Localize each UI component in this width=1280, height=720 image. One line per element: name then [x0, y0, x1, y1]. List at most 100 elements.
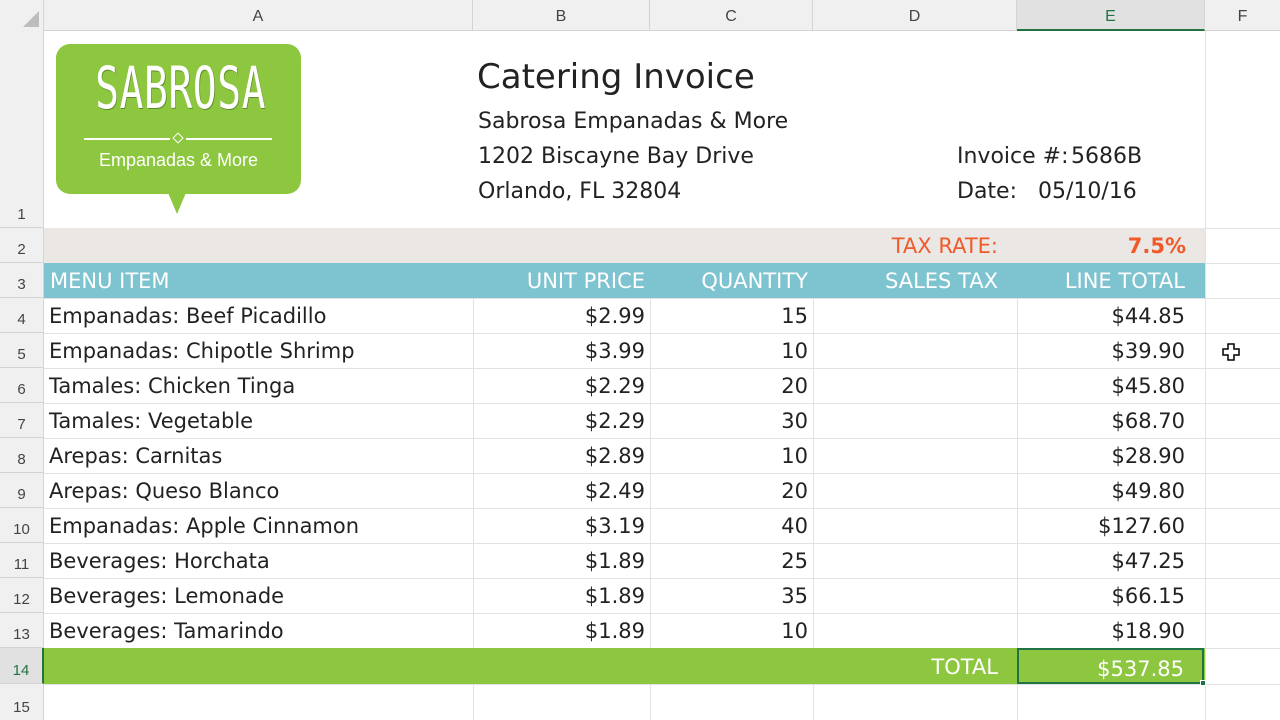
tax-rate-value[interactable]: 7.5% [1127, 234, 1186, 258]
invoice-date-label[interactable]: Date: [957, 179, 1017, 204]
cell-line-total[interactable]: $28.90 [1111, 444, 1185, 468]
cell-line-total[interactable]: $39.90 [1111, 339, 1185, 363]
cell-sales-tax[interactable] [813, 403, 998, 438]
cell-menu-item[interactable]: Empanadas: Apple Cinnamon [49, 514, 360, 538]
cell-menu-item[interactable]: Arepas: Carnitas [49, 444, 223, 468]
cell-line-total[interactable]: $66.15 [1111, 584, 1185, 608]
cell-menu-item[interactable]: Empanadas: Chipotle Shrimp [49, 339, 355, 363]
cell-sales-tax[interactable] [813, 333, 998, 368]
cell-unit-price[interactable]: $1.89 [584, 584, 645, 608]
invoice-date[interactable]: 05/10/16 [1038, 179, 1137, 204]
cell-menu-item[interactable]: Beverages: Lemonade [49, 584, 285, 608]
cell-quantity[interactable]: 40 [781, 514, 808, 538]
cell-unit-price[interactable]: $2.29 [584, 409, 645, 433]
cell-quantity[interactable]: 25 [781, 549, 808, 573]
cell-quantity[interactable]: 30 [781, 409, 808, 433]
column-header-b[interactable]: B [473, 0, 650, 31]
row-header-6[interactable]: 6 [0, 368, 44, 403]
cell-sales-tax[interactable] [813, 368, 998, 403]
row-header-8[interactable]: 8 [0, 438, 44, 473]
row-header-5[interactable]: 5 [0, 333, 44, 368]
cell-sales-tax[interactable] [813, 543, 998, 578]
cell-unit-price[interactable]: $3.19 [584, 514, 645, 538]
tax-rate-label[interactable]: TAX RATE: [891, 234, 998, 258]
row-number: 5 [17, 346, 26, 363]
cell-line-total[interactable]: $44.85 [1111, 304, 1185, 328]
company-name[interactable]: Sabrosa Empanadas & More [478, 109, 789, 134]
cell-quantity[interactable]: 20 [781, 479, 808, 503]
cell-sales-tax[interactable] [813, 473, 998, 508]
cell-line-total[interactable]: $45.80 [1111, 374, 1185, 398]
invoice-number[interactable]: 5686B [1071, 144, 1143, 169]
column-header-d[interactable]: D [813, 0, 1017, 31]
header-line-total[interactable]: LINE TOTAL [1064, 269, 1185, 293]
column-header-a[interactable]: A [44, 0, 473, 31]
row-header-3[interactable]: 3 [0, 263, 44, 298]
cell-unit-price[interactable]: $2.89 [584, 444, 645, 468]
cell-sales-tax[interactable] [813, 508, 998, 543]
cell-quantity[interactable]: 10 [781, 444, 808, 468]
row-header-7[interactable]: 7 [0, 403, 44, 438]
gridline-row [44, 613, 1280, 614]
row-header-14[interactable]: 14 [0, 648, 44, 684]
header-sales-tax[interactable]: SALES TAX [884, 269, 998, 293]
invoice-number-label[interactable]: Invoice #: [957, 144, 1069, 169]
total-label[interactable]: TOTAL [931, 655, 998, 679]
cell-quantity[interactable]: 35 [781, 584, 808, 608]
cell-line-total[interactable]: $49.80 [1111, 479, 1185, 503]
row-header-4[interactable]: 4 [0, 298, 44, 333]
cell-unit-price[interactable]: $1.89 [584, 619, 645, 643]
cell-line-total[interactable]: $68.70 [1111, 409, 1185, 433]
cell-line-total[interactable]: $47.25 [1111, 549, 1185, 573]
cell-quantity[interactable]: 20 [781, 374, 808, 398]
cell-unit-price[interactable]: $2.49 [584, 479, 645, 503]
cell-sales-tax[interactable] [813, 613, 998, 648]
cell-unit-price[interactable]: $2.29 [584, 374, 645, 398]
row-header-9[interactable]: 9 [0, 473, 44, 508]
logo-title: SABROSA [95, 54, 267, 122]
row-header-11[interactable]: 11 [0, 543, 44, 578]
cell-quantity[interactable]: 15 [781, 304, 808, 328]
row-header-1[interactable]: 1 [0, 31, 44, 228]
cell-unit-price[interactable]: $3.99 [584, 339, 645, 363]
cell-menu-item[interactable]: Beverages: Horchata [49, 549, 270, 573]
column-header-c[interactable]: C [650, 0, 813, 31]
row-header-12[interactable]: 12 [0, 578, 44, 613]
header-menu-item[interactable]: MENU ITEM [50, 269, 170, 293]
cell-line-total[interactable]: $127.60 [1098, 514, 1185, 538]
column-header-f[interactable]: F [1237, 8, 1248, 25]
row-header-13[interactable]: 13 [0, 613, 44, 648]
row-header-15[interactable]: 15 [0, 684, 44, 720]
cell-sales-tax[interactable] [813, 578, 998, 613]
cell-unit-price[interactable]: $2.99 [584, 304, 645, 328]
cell-sales-tax[interactable] [813, 298, 998, 333]
company-street[interactable]: 1202 Biscayne Bay Drive [478, 144, 754, 169]
cell-menu-item[interactable]: Empanadas: Beef Picadillo [49, 304, 327, 328]
row-header-2[interactable]: 2 [0, 228, 44, 263]
cell-menu-item[interactable]: Beverages: Tamarindo [49, 619, 284, 643]
cell-menu-item[interactable]: Arepas: Queso Blanco [49, 479, 280, 503]
cell-line-total[interactable]: $18.90 [1111, 619, 1185, 643]
select-all-corner[interactable] [0, 0, 44, 31]
cell-sales-tax[interactable] [813, 438, 998, 473]
logo-divider-right [186, 138, 272, 140]
company-city[interactable]: Orlando, FL 32804 [478, 179, 682, 204]
cell-quantity[interactable]: 10 [781, 619, 808, 643]
row-header-10[interactable]: 10 [0, 508, 44, 543]
cell-unit-price[interactable]: $1.89 [584, 549, 645, 573]
header-unit-price[interactable]: UNIT PRICE [526, 269, 645, 293]
invoice-title[interactable]: Catering Invoice [477, 57, 755, 97]
cell-menu-item[interactable]: Tamales: Vegetable [49, 409, 254, 433]
gridline-col-e [1205, 31, 1206, 720]
row-number: 4 [17, 311, 26, 328]
header-quantity[interactable]: QUANTITY [701, 269, 808, 293]
column-header-e[interactable]: E [1017, 0, 1205, 31]
logo-subtitle: Empanadas & More [98, 150, 259, 170]
cell-menu-item[interactable]: Tamales: Chicken Tinga [49, 374, 296, 398]
cell-quantity[interactable]: 10 [781, 339, 808, 363]
row-number: 8 [17, 451, 26, 468]
gridline-row [1205, 263, 1280, 264]
row-number: 15 [13, 699, 30, 716]
fill-handle[interactable] [1200, 680, 1206, 686]
total-value-cell[interactable]: $537.85 [1017, 648, 1204, 684]
